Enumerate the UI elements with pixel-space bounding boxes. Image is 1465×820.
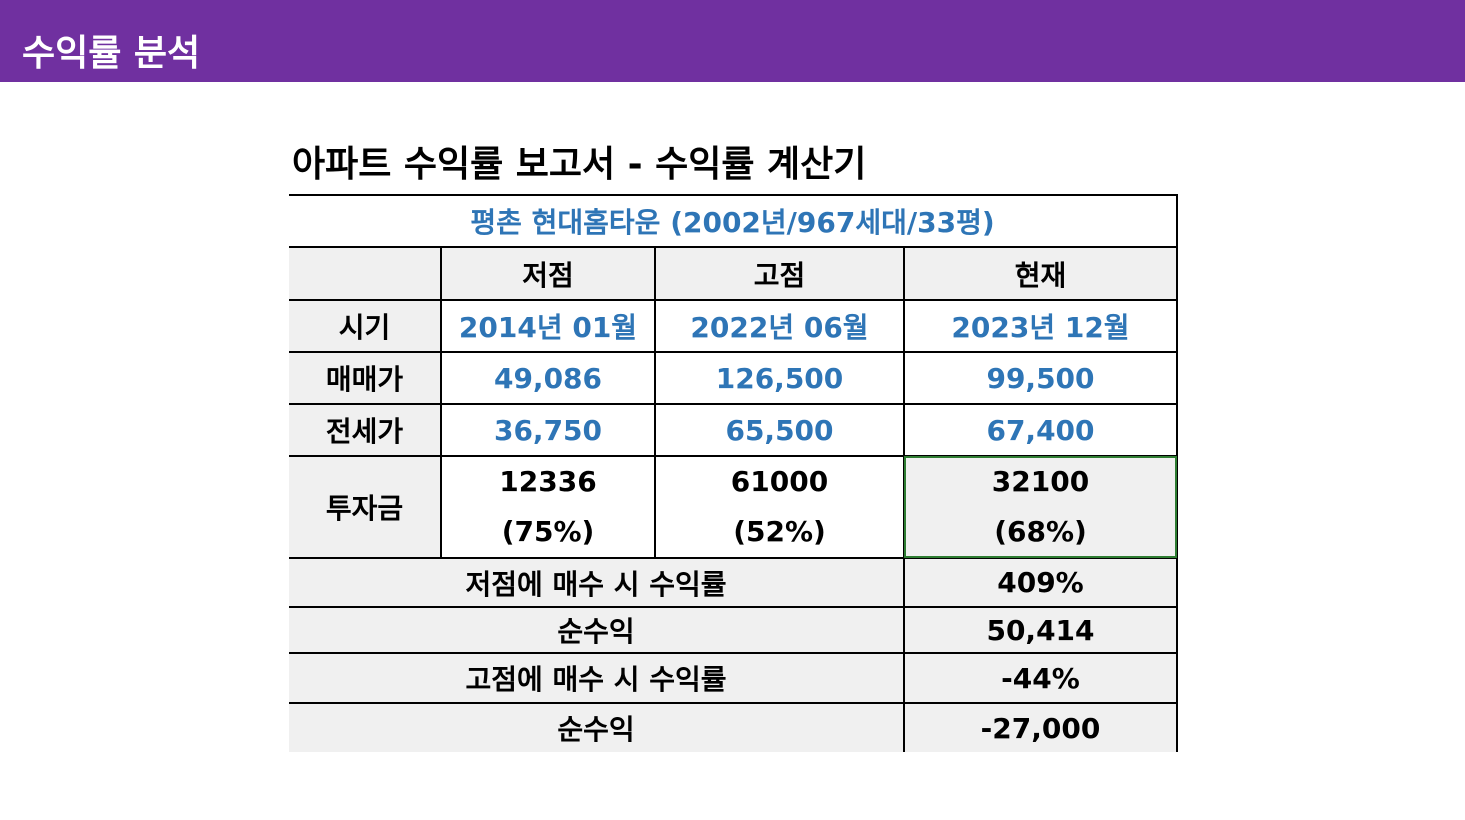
summary-row: 순수익 -27,000 [289,702,1178,752]
investment-current-amount: 32100 [991,465,1090,498]
summary-label-low-profit: 순수익 [289,606,905,654]
row-label-sale-price: 매매가 [289,351,442,405]
jeonse-price-low: 36,750 [440,403,656,457]
investment-low-ratio: (75%) [501,515,595,548]
sale-price-high: 126,500 [654,351,905,405]
investment-low: 12336 (75%) [440,455,656,559]
summary-value-high-profit: -27,000 [903,702,1178,752]
summary-label-low-yield: 저점에 매수 시 수익률 [289,557,905,608]
summary-row: 순수익 50,414 [289,606,1178,654]
table-header-row: 저점 고점 현재 [289,246,1178,301]
table-row-investment: 투자금 12336 (75%) 61000 (52%) 32100 (68%) [289,455,1178,559]
row-label-jeonse-price: 전세가 [289,403,442,457]
investment-high-ratio: (52%) [733,515,826,548]
summary-label-high-yield: 고점에 매수 시 수익률 [289,652,905,704]
summary-value-high-yield: -44% [903,652,1178,704]
period-high: 2022년 06월 [654,299,905,353]
period-low: 2014년 01월 [440,299,656,353]
summary-value-low-profit: 50,414 [903,606,1178,654]
row-label-investment: 투자금 [289,455,442,559]
column-header-high: 고점 [654,246,905,301]
table-row-period: 시기 2014년 01월 2022년 06월 2023년 12월 [289,299,1178,353]
column-header-current: 현재 [903,246,1178,301]
investment-current[interactable]: 32100 (68%) [903,455,1178,559]
sale-price-low: 49,086 [440,351,656,405]
table-row-jeonse-price: 전세가 36,750 65,500 67,400 [289,403,1178,457]
sale-price-current: 99,500 [903,351,1178,405]
investment-high-amount: 61000 [730,465,829,498]
corner-cell [289,246,442,301]
investment-high: 61000 (52%) [654,455,905,559]
apartment-subtitle: 평촌 현대홈타운 (2002년/967세대/33평) [289,194,1178,248]
table-subtitle-row: 평촌 현대홈타운 (2002년/967세대/33평) [289,194,1178,248]
yield-calculator-table: 평촌 현대홈타운 (2002년/967세대/33평) 저점 고점 현재 시기 2… [289,194,1178,752]
header-bar: 수익률 분석 [0,0,1465,82]
page-title: 수익률 분석 [22,33,201,74]
period-current: 2023년 12월 [903,299,1178,353]
column-header-low: 저점 [440,246,656,301]
jeonse-price-high: 65,500 [654,403,905,457]
investment-low-amount: 12336 [499,465,597,498]
summary-label-high-profit: 순수익 [289,702,905,752]
report-title: 아파트 수익률 보고서 - 수익률 계산기 [292,144,867,185]
jeonse-price-current: 67,400 [903,403,1178,457]
investment-current-ratio: (68%) [994,515,1087,548]
summary-row: 고점에 매수 시 수익률 -44% [289,652,1178,704]
summary-row: 저점에 매수 시 수익률 409% [289,557,1178,608]
summary-value-low-yield: 409% [903,557,1178,608]
row-label-period: 시기 [289,299,442,353]
table-row-sale-price: 매매가 49,086 126,500 99,500 [289,351,1178,405]
